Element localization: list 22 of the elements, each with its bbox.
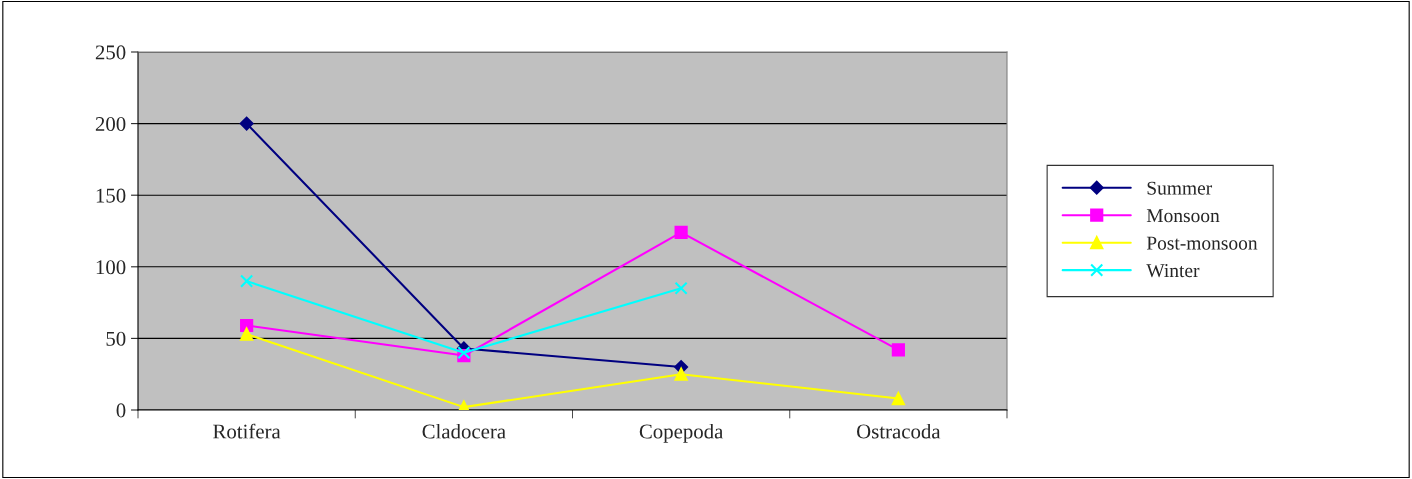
x-tick-label: Copepoda xyxy=(639,423,724,443)
legend-label: Winter xyxy=(1146,264,1200,278)
legend-label: Monsoon xyxy=(1146,209,1220,223)
y-tick-label: 150 xyxy=(96,188,126,203)
x-tick-label: Cladocera xyxy=(422,423,506,439)
y-tick-label: 50 xyxy=(106,331,126,346)
point xyxy=(240,274,254,288)
point xyxy=(674,367,688,381)
point xyxy=(674,281,688,295)
y-tick-label: 200 xyxy=(95,116,126,132)
y-tick-label: 100 xyxy=(96,260,126,275)
legend-label: Post-monsoon xyxy=(1146,236,1258,250)
x-tick-label: Rotifera xyxy=(213,423,281,439)
point xyxy=(891,343,905,357)
point xyxy=(674,225,688,240)
y-tick-label: 250 xyxy=(95,45,126,60)
point xyxy=(239,116,254,131)
y-tick-label: 0 xyxy=(116,403,126,418)
point xyxy=(240,327,254,341)
x-tick-label: Ostracoda xyxy=(857,423,941,439)
legend-label: Summer xyxy=(1147,181,1213,195)
point xyxy=(891,391,905,406)
